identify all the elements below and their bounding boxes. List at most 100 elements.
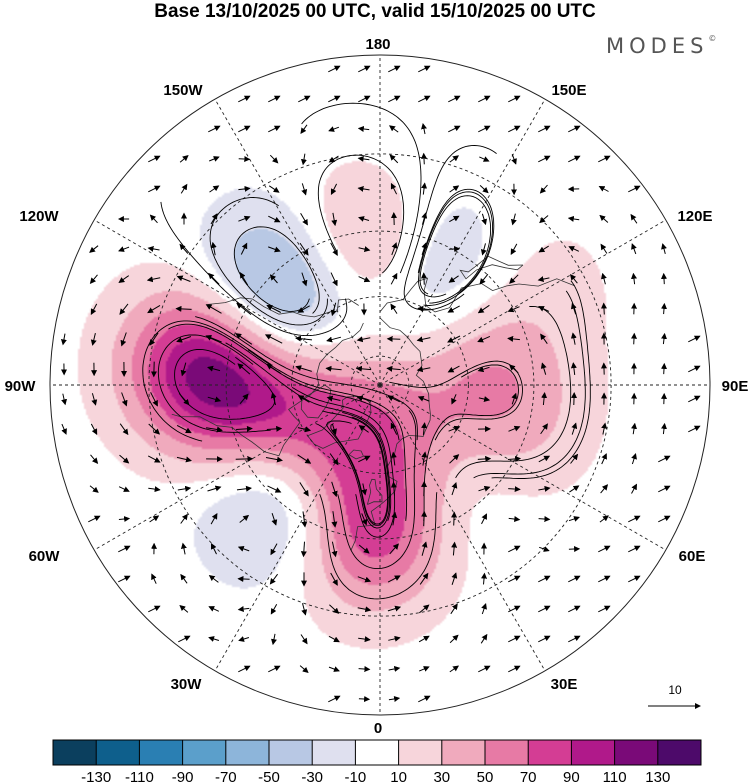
colorbar-tick-label: 130 [645, 769, 670, 783]
wind-arrow [567, 215, 580, 222]
wind-arrow [508, 486, 521, 493]
meridian-line [214, 98, 381, 386]
wind-arrow [631, 453, 637, 465]
wind-arrow [358, 216, 370, 222]
colorbar-tick-label: 90 [563, 769, 580, 783]
wind-arrow [325, 365, 342, 372]
wind-arrow [418, 95, 431, 103]
wind-arrow [236, 302, 252, 315]
wind-arrow [237, 545, 250, 552]
wind-arrow [300, 634, 308, 645]
wind-arrow [538, 485, 551, 492]
wind-arrow [326, 395, 341, 402]
wind-arrow [598, 605, 611, 613]
wind-arrow [539, 546, 550, 552]
coast-japan [459, 255, 524, 280]
wind-arrow [480, 633, 488, 644]
wind-arrow [477, 304, 490, 314]
wind-arrow [298, 95, 311, 103]
wind-arrow [450, 603, 458, 615]
wind-arrow [598, 545, 611, 553]
wind-arrow [508, 516, 521, 523]
wind-arrow [269, 154, 279, 164]
wind-arrow [478, 396, 491, 402]
wind-arrow [297, 454, 312, 464]
streamline [209, 197, 328, 326]
wind-arrow [149, 214, 158, 224]
map-boundary [49, 54, 711, 716]
wind-arrow [207, 485, 222, 492]
wind-arrow [118, 545, 131, 553]
wind-vectors [60, 65, 701, 703]
wind-arrow [570, 453, 579, 464]
wind-arrow [177, 485, 192, 492]
wind-arrow [175, 305, 192, 312]
wind-arrow [266, 363, 282, 375]
wind-arrow [421, 242, 428, 255]
wind-arrow [240, 242, 248, 255]
wind-arrow [357, 155, 370, 162]
wind-arrow [600, 243, 608, 254]
latitude-circle [291, 296, 469, 474]
wind-arrow [118, 275, 130, 283]
wind-arrow [507, 455, 522, 462]
label-90w: 90W [5, 378, 37, 395]
streamline [418, 191, 493, 298]
wind-arrow [238, 125, 251, 133]
latitude-circle [148, 153, 612, 617]
colorbar-tick-label: -50 [258, 769, 280, 783]
meridian-line [379, 219, 667, 386]
wind-arrow [538, 455, 551, 463]
wind-arrow [357, 576, 372, 583]
colorbar-swatch [312, 740, 356, 765]
wind-arrow [238, 215, 251, 222]
streamline [322, 410, 388, 525]
wind-arrow [421, 212, 428, 225]
wind-arrow [266, 305, 282, 313]
wind-arrow [511, 154, 517, 165]
meridian-line [93, 219, 381, 386]
wind-arrow [208, 636, 220, 642]
wind-arrow [357, 606, 372, 613]
streamline [301, 102, 422, 274]
wind-arrow [631, 243, 637, 255]
wind-arrow [451, 572, 458, 585]
wind-arrow [209, 156, 220, 162]
wind-arrow [179, 243, 189, 254]
streamline [417, 188, 495, 306]
wind-arrow [447, 335, 461, 343]
colorbar-swatch [182, 740, 227, 765]
wind-arrow [448, 95, 461, 103]
coast-iceland [348, 449, 365, 460]
wind-arrow [421, 422, 428, 435]
label-60w: 60W [29, 548, 61, 565]
wind-arrow [507, 306, 520, 313]
wind-arrow [386, 365, 401, 372]
wind-arrow [148, 423, 161, 435]
wind-arrow [176, 456, 192, 463]
wind-arrow [508, 425, 521, 432]
wind-arrow [357, 185, 370, 192]
colorbar: -130 -110 -90 -70 -50 -30 -10 10 30 50 70 90 110 130 [52, 739, 702, 783]
wind-arrow [264, 334, 283, 344]
wind-arrow [205, 304, 222, 314]
wind-arrow [538, 635, 551, 643]
wind-arrow [568, 246, 580, 252]
copyright-mark: © [708, 34, 717, 43]
wind-arrow [688, 425, 701, 433]
wind-arrow [538, 575, 551, 583]
wind-arrow [660, 272, 667, 285]
wind-arrow [479, 156, 490, 162]
wind-arrow [90, 332, 97, 346]
wind-arrow [508, 575, 521, 583]
wind-arrow [90, 303, 98, 315]
wind-arrow [236, 425, 253, 432]
wind-arrow [355, 365, 372, 372]
wind-arrow [330, 272, 338, 287]
wind-arrow [330, 242, 338, 256]
wind-arrow [119, 423, 129, 436]
wind-arrow [330, 183, 338, 195]
colorbar-tick-label: -130 [81, 769, 111, 783]
wind-arrow [628, 575, 641, 583]
